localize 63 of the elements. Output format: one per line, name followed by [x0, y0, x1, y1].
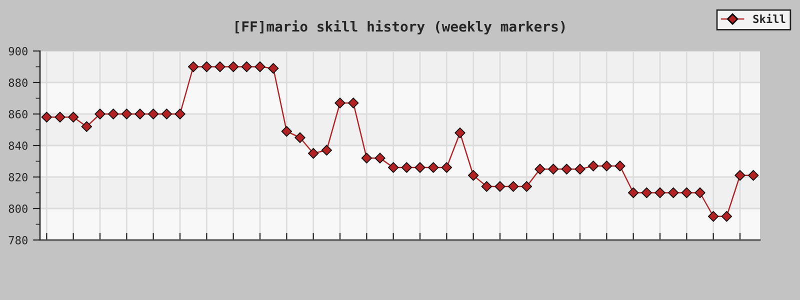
point [188, 61, 199, 72]
point [108, 108, 119, 120]
point [241, 61, 252, 72]
point [708, 211, 719, 222]
point [388, 162, 399, 173]
y-tick-label: 820 [8, 173, 28, 182]
point [454, 128, 466, 138]
point [748, 170, 759, 181]
point [574, 164, 586, 174]
point [628, 187, 639, 198]
point [228, 61, 239, 72]
point [281, 126, 292, 137]
point [348, 98, 359, 108]
point [588, 160, 599, 172]
point [534, 164, 546, 174]
point [734, 170, 746, 181]
y-tick-label: 900 [8, 47, 28, 56]
point [214, 61, 226, 72]
point [548, 164, 559, 174]
point [361, 152, 372, 164]
point [508, 181, 519, 192]
point [134, 108, 146, 120]
point [414, 162, 426, 173]
legend-label: Skill [753, 14, 786, 24]
y-tick-label: 880 [8, 78, 28, 87]
y-tick-label: 800 [8, 204, 28, 213]
y-tick-label: 780 [8, 236, 28, 244]
point [468, 170, 479, 181]
point [174, 108, 186, 120]
point [254, 61, 266, 72]
point [614, 160, 626, 172]
point [561, 164, 572, 174]
point [161, 108, 172, 120]
point [694, 187, 706, 198]
y-tick-label: 840 [8, 142, 28, 150]
point [121, 108, 132, 120]
point [654, 187, 666, 198]
chart-title: [FF]mario skill history (weekly markers) [236, 20, 565, 34]
point [494, 181, 506, 192]
point [641, 187, 652, 198]
point [41, 112, 52, 122]
point [321, 144, 332, 156]
point [401, 162, 412, 173]
point [334, 98, 346, 108]
point [601, 160, 612, 172]
point [94, 108, 106, 120]
point [54, 112, 66, 122]
point [521, 181, 532, 192]
y-tick-label: 860 [8, 110, 28, 118]
point [441, 162, 452, 173]
point [668, 187, 679, 198]
point [294, 132, 306, 143]
point [721, 211, 732, 222]
point [681, 187, 692, 198]
point [374, 152, 386, 164]
point [148, 108, 159, 120]
point [81, 121, 92, 132]
point [68, 112, 79, 122]
point [201, 61, 212, 72]
point [268, 62, 279, 74]
point [481, 181, 492, 192]
point [428, 162, 439, 173]
point [308, 148, 319, 159]
